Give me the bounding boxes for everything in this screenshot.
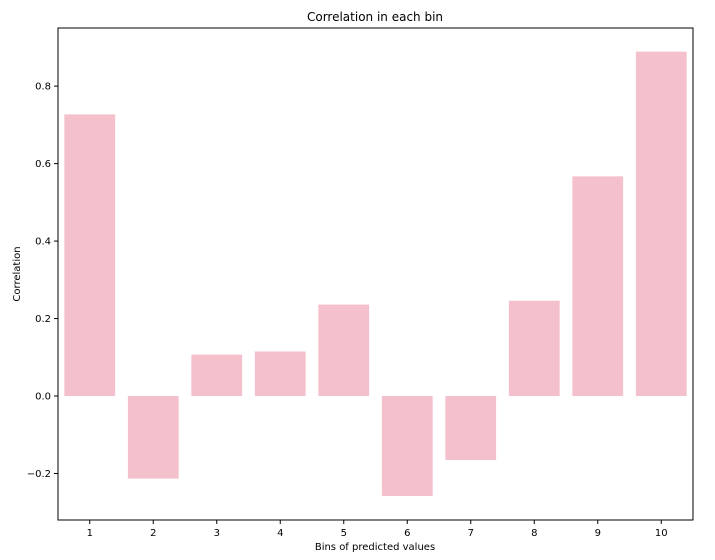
- x-tick-label: 4: [277, 528, 283, 539]
- x-tick-label: 10: [655, 528, 668, 539]
- y-tick-label: 0.6: [35, 159, 51, 170]
- bar-bin-5: [318, 304, 370, 397]
- y-tick-label: 0.8: [35, 82, 51, 93]
- x-axis: 1 2 3 4 5 6 7 8 9 10: [87, 520, 668, 539]
- bar-bin-4: [254, 351, 306, 397]
- y-axis: −0.2 0.0 0.2 0.4 0.6 0.8: [27, 82, 58, 480]
- x-axis-label: Bins of predicted values: [315, 542, 435, 553]
- x-tick-label: 7: [468, 528, 474, 539]
- x-tick-label: 1: [87, 528, 93, 539]
- x-tick-label: 5: [341, 528, 347, 539]
- bar-bin-6: [381, 396, 433, 496]
- plot-area: [64, 51, 687, 496]
- plot-frame: [57, 27, 694, 521]
- x-tick-label: 3: [214, 528, 220, 539]
- x-tick-label: 9: [595, 528, 601, 539]
- x-tick-label: 2: [150, 528, 156, 539]
- y-tick-label: 0.4: [35, 237, 51, 248]
- y-tick-label: 0.0: [35, 392, 51, 403]
- chart-title: Correlation in each bin: [307, 10, 443, 24]
- y-axis-label: Correlation: [12, 246, 23, 301]
- bar-bin-8: [508, 300, 560, 397]
- bar-bin-7: [445, 396, 497, 460]
- y-tick-label: 0.2: [35, 314, 51, 325]
- bar-bin-2: [127, 396, 179, 479]
- bar-bin-1: [64, 114, 116, 397]
- bar-bin-3: [191, 354, 243, 397]
- bar-bin-10: [635, 51, 687, 397]
- bar-bin-9: [572, 176, 624, 397]
- x-tick-label: 8: [531, 528, 537, 539]
- x-tick-label: 6: [404, 528, 410, 539]
- y-tick-label: −0.2: [27, 469, 51, 480]
